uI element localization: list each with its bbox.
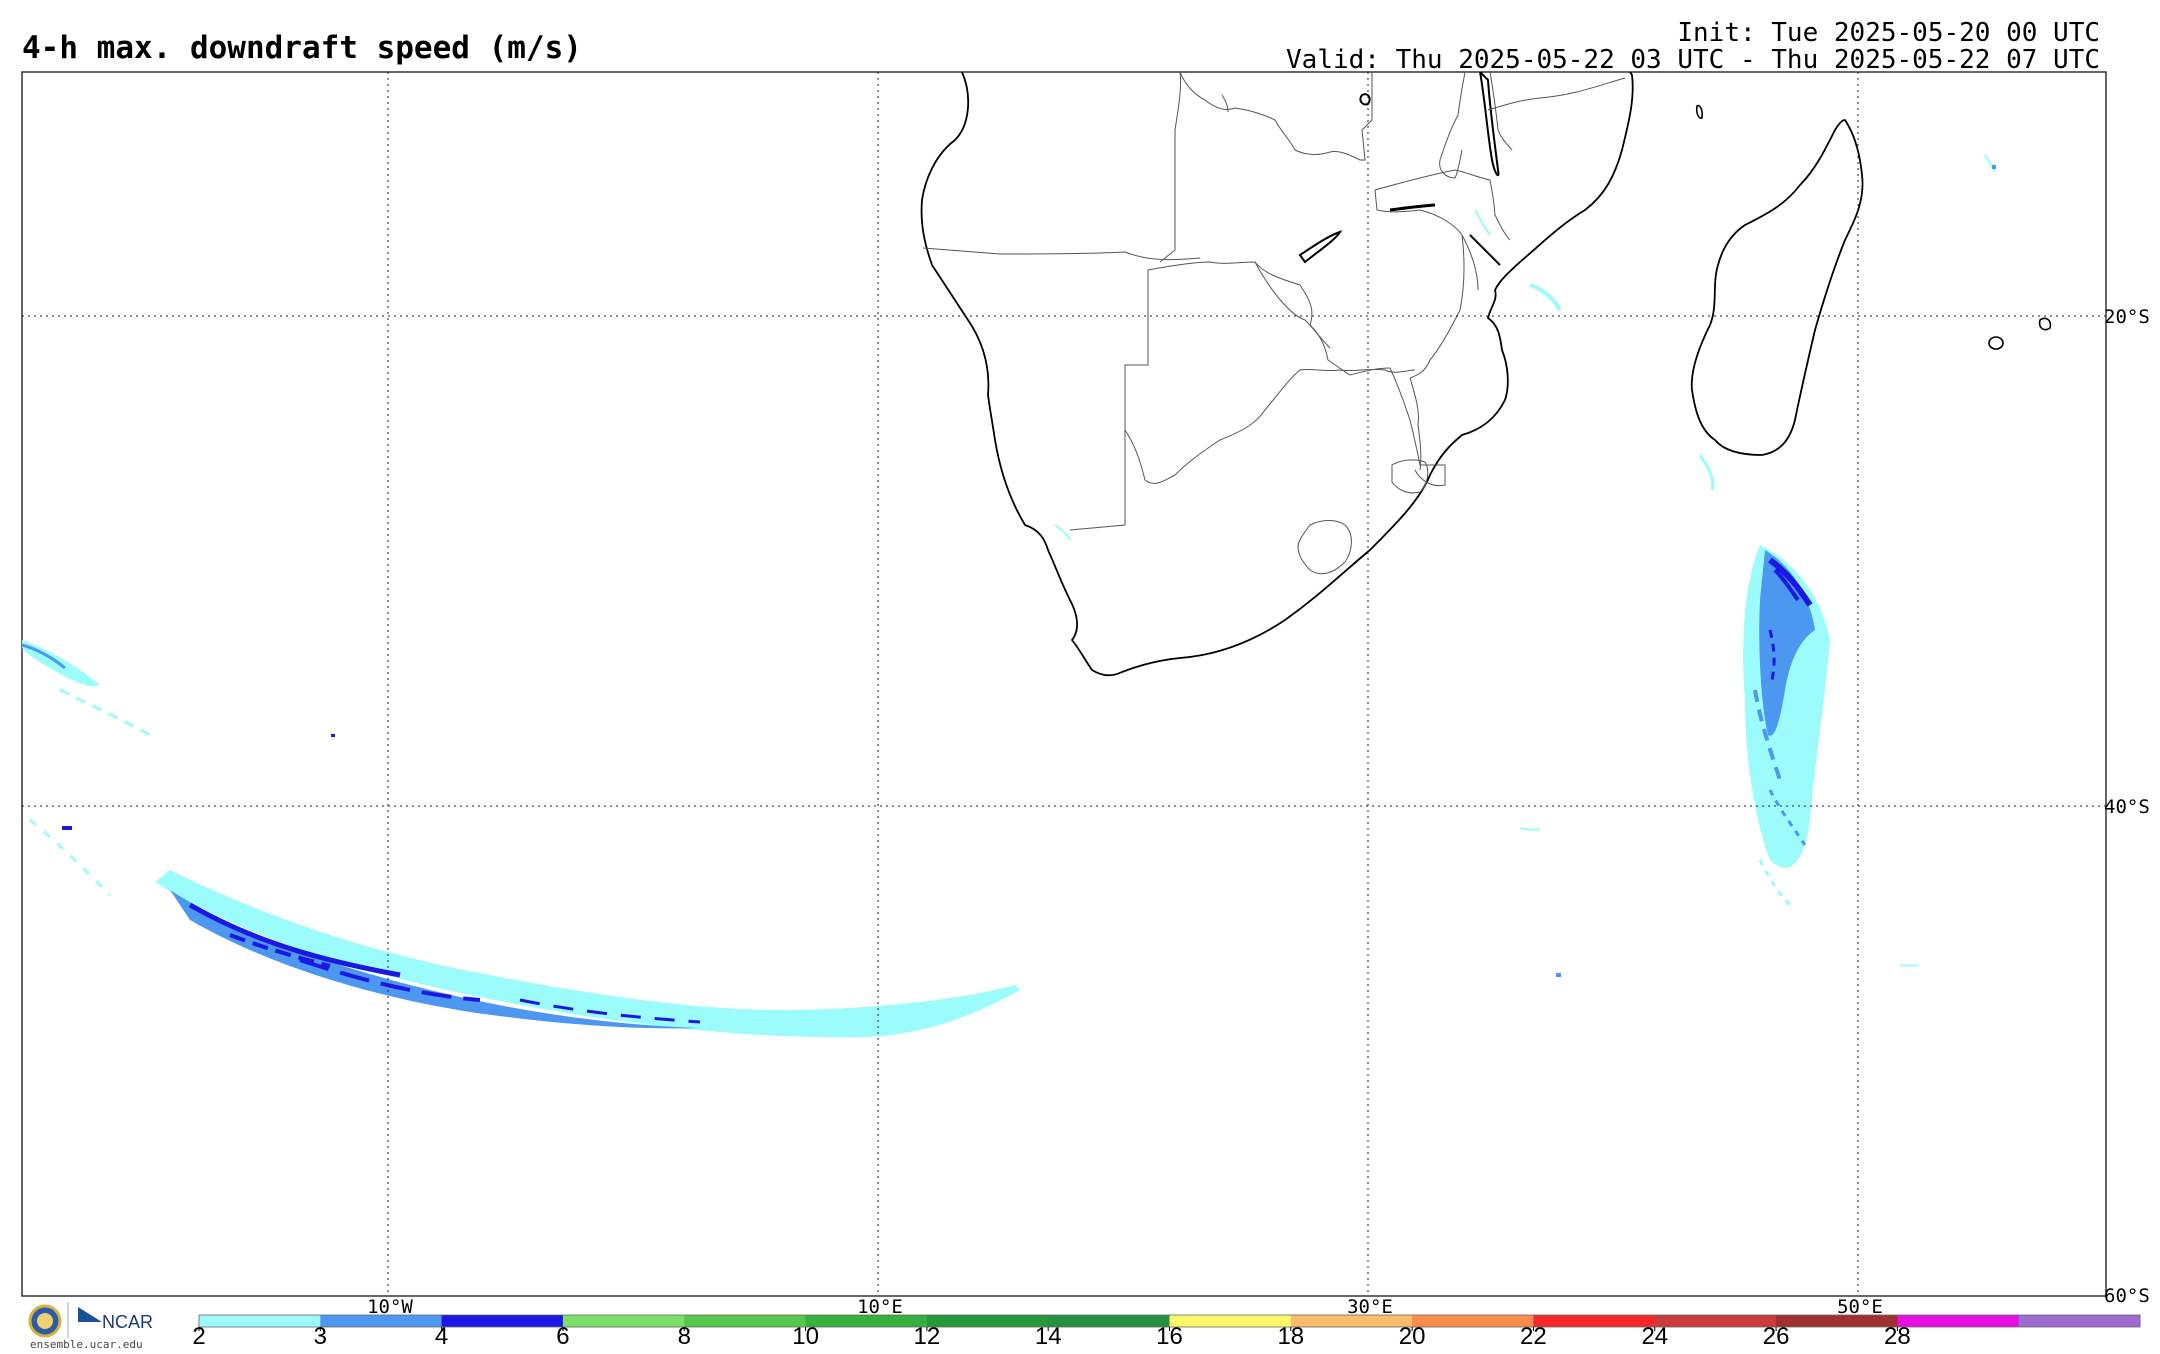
colorbar-tick-label: 22: [1520, 1323, 1547, 1350]
valid-time: Valid: Thu 2025-05-22 03 UTC - Thu 2025-…: [1286, 45, 2100, 75]
ncar-logo: NCAR: [78, 1307, 153, 1332]
time-info: Init: Tue 2025-05-20 00 UTC Valid: Thu 2…: [1286, 20, 2100, 74]
init-time: Init: Tue 2025-05-20 00 UTC: [1677, 18, 2100, 48]
colorbar-swatch: [1776, 1315, 1898, 1327]
country-borders: [922, 72, 1626, 575]
colorbar-tick-label: 12: [914, 1323, 941, 1350]
lake-cahora: [1389, 203, 1436, 212]
africa-coastline: [920, 72, 1634, 677]
river-outline: [1469, 234, 1501, 266]
colorbar-tick-label: 24: [1641, 1323, 1668, 1350]
colorbar-swatch: [2018, 1315, 2141, 1327]
downdraft-scattered: [1054, 154, 1996, 977]
colorbar-tick-label: 6: [556, 1323, 569, 1350]
ncar-logo-text: NCAR: [102, 1312, 153, 1332]
colorbar-swatch: [684, 1315, 807, 1327]
colorbar-tick-label: 2: [192, 1323, 205, 1350]
colorbar-tick-label: 10: [792, 1323, 819, 1350]
colorbar-tick-label: 8: [678, 1323, 691, 1350]
madagascar-outline: [1690, 119, 1864, 456]
colorbar-swatch: [1897, 1315, 2020, 1327]
lat-label-40s: 40°S: [2104, 796, 2150, 818]
footer-url: ensemble.ucar.edu: [30, 1338, 143, 1351]
lon-label-10w: 10°W: [367, 1296, 413, 1318]
colorbar-tick-label: 14: [1035, 1323, 1062, 1350]
colorbar-swatch: [1412, 1315, 1534, 1327]
downdraft-band-atlantic: [155, 870, 1020, 1038]
colorbar-swatch: [805, 1315, 928, 1327]
downdraft-patch-west: [22, 640, 335, 897]
lake-kariba: [1298, 230, 1343, 264]
colorbar-swatch: [441, 1315, 564, 1327]
colorbar-ticks: 2 3 4 6 8 10 12 14 16 18 20 22 24 26 28: [192, 1323, 1910, 1350]
colorbar-tick-label: 20: [1399, 1323, 1426, 1350]
mauritius-outline: [1988, 336, 2004, 350]
reunion-outline: [2038, 317, 2052, 331]
lon-label-50e: 50°E: [1837, 1296, 1883, 1318]
colorbar-swatch: [1169, 1315, 1292, 1327]
colorbar-tick-label: 4: [435, 1323, 448, 1350]
graticule: [22, 72, 2106, 1296]
lat-label-60s: 60°S: [2104, 1285, 2150, 1307]
lat-label-20s: 20°S: [2104, 306, 2150, 328]
lon-label-30e: 30°E: [1347, 1296, 1393, 1318]
downdraft-patch-east: [1698, 454, 1830, 907]
colorbar-swatch: [1048, 1315, 1170, 1327]
colorbar-tick-label: 28: [1884, 1323, 1911, 1350]
colorbar-swatch: [1533, 1315, 1656, 1327]
colorbar-swatch: [1654, 1315, 1777, 1327]
island-outline: [1695, 104, 1703, 119]
colorbar-tick-label: 18: [1277, 1323, 1304, 1350]
colorbar-tick-label: 3: [314, 1323, 327, 1350]
lake-malawi: [1478, 72, 1500, 177]
map-title: 4-h max. downdraft speed (m/s): [22, 30, 582, 66]
colorbar-tick-label: 16: [1156, 1323, 1183, 1350]
colorbar-swatch: [926, 1315, 1049, 1327]
colorbar-swatch: [1290, 1315, 1413, 1327]
colorbar-swatch: [562, 1315, 685, 1327]
colorbar: [198, 1314, 2141, 1328]
lon-label-10e: 10°E: [857, 1296, 903, 1318]
colorbar-swatch: [320, 1315, 443, 1327]
nsf-logo: [28, 1304, 62, 1338]
colorbar-tick-label: 26: [1763, 1323, 1790, 1350]
colorbar-swatch: [199, 1315, 321, 1327]
